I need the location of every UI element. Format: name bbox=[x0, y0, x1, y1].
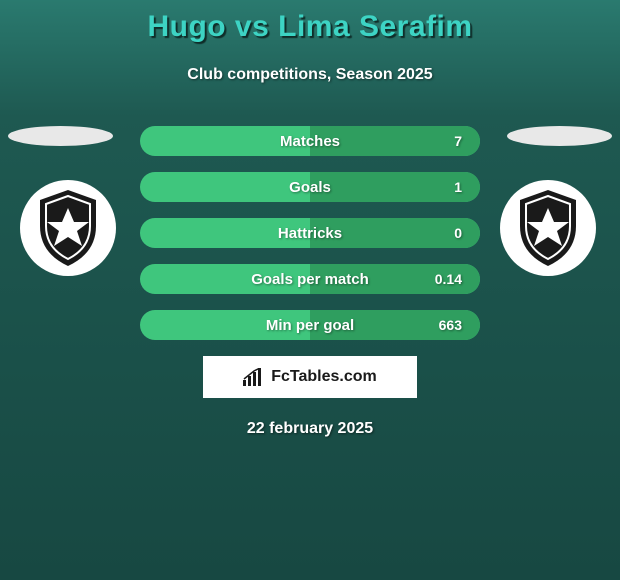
shield-star-icon bbox=[18, 178, 118, 278]
stat-value: 663 bbox=[439, 317, 462, 333]
stat-row: Min per goal 663 bbox=[140, 310, 480, 340]
stat-label: Min per goal bbox=[266, 317, 354, 334]
subtitle: Club competitions, Season 2025 bbox=[0, 66, 620, 84]
stat-row: Matches 7 bbox=[140, 126, 480, 156]
stat-value: 1 bbox=[454, 179, 462, 195]
stat-label: Goals per match bbox=[251, 271, 369, 288]
left-player-disc bbox=[8, 126, 113, 146]
brand-badge: FcTables.com bbox=[203, 356, 417, 398]
content-area: Matches 7 Goals 1 Hattricks 0 Goals per … bbox=[0, 126, 620, 438]
stats-list: Matches 7 Goals 1 Hattricks 0 Goals per … bbox=[140, 126, 480, 340]
stat-row: Goals per match 0.14 bbox=[140, 264, 480, 294]
stat-label: Goals bbox=[289, 179, 331, 196]
right-player-disc bbox=[507, 126, 612, 146]
stat-value: 7 bbox=[454, 133, 462, 149]
stat-value: 0.14 bbox=[435, 271, 462, 287]
page-title: Hugo vs Lima Serafim bbox=[0, 0, 620, 44]
left-club-badge bbox=[18, 178, 118, 263]
brand-text: FcTables.com bbox=[271, 368, 377, 386]
shield-star-icon bbox=[498, 178, 598, 278]
stat-row: Hattricks 0 bbox=[140, 218, 480, 248]
stat-label: Hattricks bbox=[278, 225, 342, 242]
right-club-badge bbox=[498, 178, 598, 263]
stat-label: Matches bbox=[280, 133, 340, 150]
stat-value: 0 bbox=[454, 225, 462, 241]
bar-chart-icon bbox=[243, 368, 265, 386]
stat-row: Goals 1 bbox=[140, 172, 480, 202]
date-text: 22 february 2025 bbox=[0, 420, 620, 438]
